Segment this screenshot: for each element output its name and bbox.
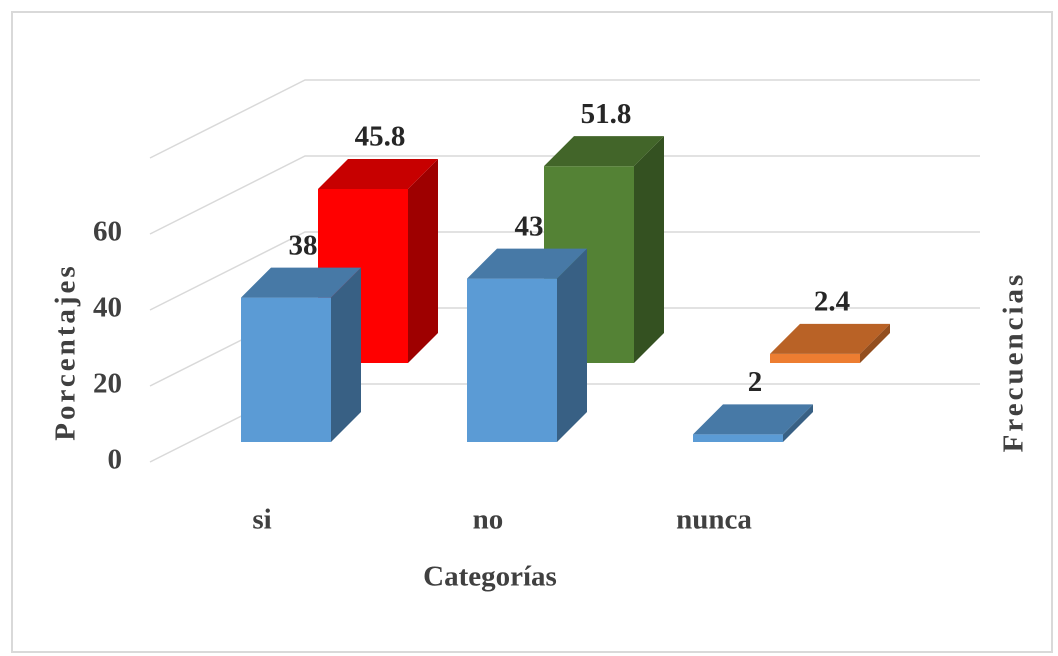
bar-side bbox=[557, 248, 587, 442]
data-label: 51.8 bbox=[581, 98, 632, 130]
y-tick-label: 40 bbox=[93, 292, 122, 324]
bar-top bbox=[770, 323, 890, 354]
x-tick-label: no bbox=[473, 504, 504, 536]
x-axis-title: Categorías bbox=[423, 561, 557, 593]
x-tick-label: nunca bbox=[676, 504, 752, 536]
bar-side bbox=[408, 158, 438, 363]
y-axis-title: Porcentajes bbox=[50, 263, 82, 440]
y-tick-label: 0 bbox=[108, 444, 123, 476]
bar-side bbox=[860, 323, 890, 363]
bar-side bbox=[783, 404, 813, 442]
bar-front bbox=[770, 353, 860, 363]
data-label: 45.8 bbox=[355, 121, 406, 153]
bar-side bbox=[634, 136, 664, 363]
data-label: 2 bbox=[748, 366, 763, 398]
grid-line bbox=[149, 155, 980, 235]
y-tick-label: 60 bbox=[93, 216, 122, 248]
data-label: 43 bbox=[515, 210, 544, 242]
bar-top bbox=[693, 404, 813, 435]
labels: 0 20 40 60 45.8 51.8 2.4 38 43 2 si no nunca bbox=[93, 98, 850, 536]
y2-axis-title: Frecuencias bbox=[998, 272, 1030, 453]
bar-front bbox=[693, 434, 783, 442]
bar-front bbox=[467, 278, 557, 442]
bar-top bbox=[544, 136, 664, 167]
grid-line bbox=[149, 231, 980, 311]
bars bbox=[241, 136, 890, 442]
bar-front bbox=[241, 297, 331, 442]
bar-side bbox=[331, 267, 361, 442]
grid-line bbox=[149, 79, 980, 159]
data-label: 38 bbox=[289, 229, 318, 261]
data-label: 2.4 bbox=[814, 286, 850, 318]
y-tick-label: 20 bbox=[93, 368, 122, 400]
bar-top bbox=[318, 158, 438, 189]
bar-top bbox=[467, 248, 587, 279]
bar-top bbox=[241, 267, 361, 298]
x-tick-label: si bbox=[252, 504, 271, 536]
